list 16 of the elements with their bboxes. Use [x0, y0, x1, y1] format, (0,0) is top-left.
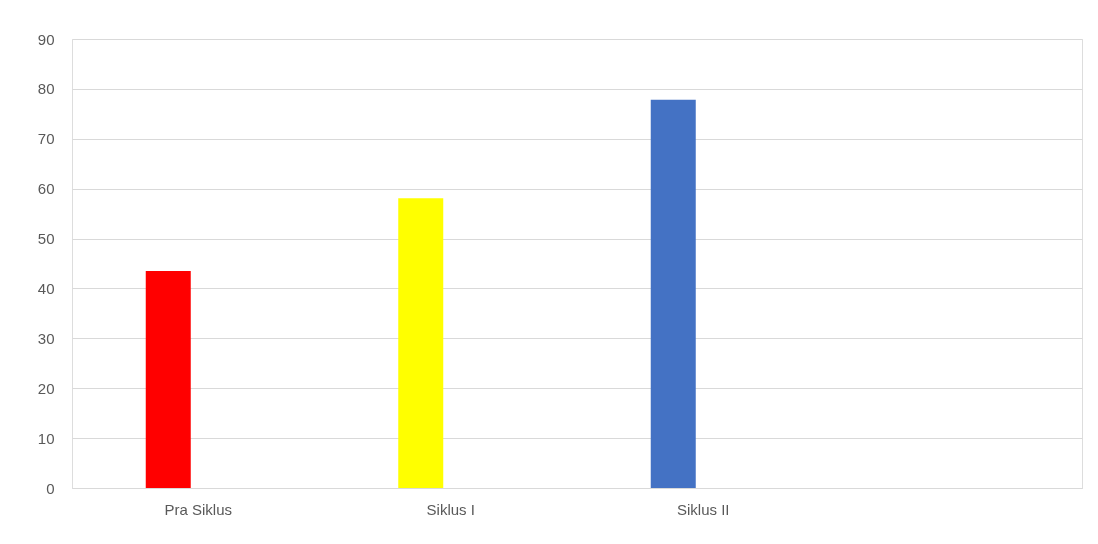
y-tick-label: 30 [37, 329, 55, 347]
y-tick-label: 20 [37, 379, 55, 397]
bar [650, 99, 696, 488]
y-tick-label: 80 [37, 80, 55, 98]
y-tick-label: 50 [37, 230, 55, 248]
y-tick-label: 70 [37, 130, 55, 148]
y-tick-label: 0 [46, 479, 55, 497]
y-tick-label: 60 [37, 180, 55, 198]
bar [398, 198, 444, 488]
y-tick-label: 90 [37, 30, 55, 48]
y-tick-label: 10 [37, 429, 55, 447]
y-tick-label: 40 [37, 279, 55, 297]
bar [145, 270, 191, 488]
x-tick-label: Pra Siklus [164, 500, 233, 518]
x-tick-label: Siklus I [426, 500, 475, 518]
x-tick-label: Siklus II [676, 500, 730, 518]
